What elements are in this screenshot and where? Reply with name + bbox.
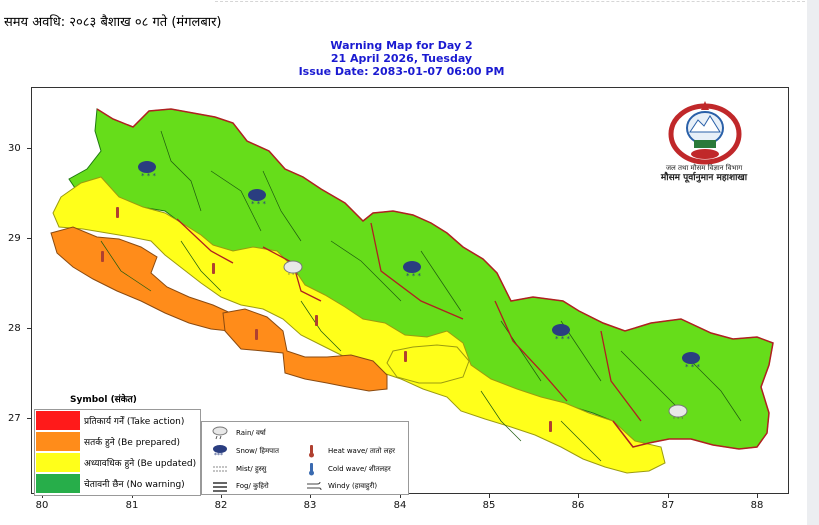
issue-date: Issue Date: 2083-01-07 06:00 PM <box>298 65 505 78</box>
legend-label: प्रतिकार्य गर्नें (Take action) <box>84 417 185 427</box>
mist-label: Mist/ हुस्सु <box>236 465 267 473</box>
legend-be-updated: अध्यावधिक हुने (Be updated) <box>35 452 200 473</box>
cold-wave-icon <box>309 463 314 476</box>
legend-label: अध्यावधिक हुने (Be updated) <box>84 459 197 469</box>
warning-map: * * * * * * * * * * * * * * * ' ' ' ' ' … <box>31 87 789 494</box>
department-line-2: मौसम पूर्वानुमान महाशाखा <box>660 173 748 183</box>
svg-text:* * *: * * * <box>141 172 156 180</box>
snow-icon: *** <box>213 445 227 458</box>
legend-no-warning: चेतावनी छैन (No warning) <box>35 473 200 494</box>
wind-icon <box>307 481 322 491</box>
region-yellow-central-pocket <box>386 344 470 384</box>
y-tick-mark <box>27 148 31 149</box>
x-tick-label: 81 <box>125 500 139 511</box>
x-tick-mark <box>668 494 669 498</box>
svg-text:* * *: * * * <box>251 200 266 208</box>
svg-text:' ' ': ' ' ' <box>288 272 298 280</box>
svg-text:' ' ': ' ' ' <box>673 416 683 424</box>
legend-be-prepared: सतर्क हुने (Be prepared) <box>35 431 200 452</box>
legend-swatch-green <box>36 474 80 493</box>
cold-wave-label: Cold wave/ शीतलहर <box>328 465 391 473</box>
region-be-prepared-lumbini <box>222 308 388 392</box>
x-tick-mark <box>221 494 222 498</box>
snow-icon: * * * <box>248 189 266 208</box>
heat-wave-icon <box>309 445 314 458</box>
district-borders <box>100 130 742 462</box>
top-divider <box>215 1 805 2</box>
x-tick-mark <box>757 494 758 498</box>
x-tick-mark <box>132 494 133 498</box>
y-tick-label: 30 <box>8 143 21 154</box>
svg-text:* * *: * * * <box>406 272 421 280</box>
warning-level-legend: प्रतिकार्य गर्नें (Take action) सतर्क हु… <box>34 409 201 496</box>
x-tick-mark <box>42 494 43 498</box>
x-tick-mark <box>400 494 401 498</box>
snow-icon: * * * <box>552 324 570 343</box>
province-borders <box>176 218 642 422</box>
legend-take-action: प्रतिकार्य गर्नें (Take action) <box>35 410 200 431</box>
svg-text:* * *: * * * <box>555 335 570 343</box>
x-tick-mark <box>310 494 311 498</box>
legend-label: सतर्क हुने (Be prepared) <box>84 438 180 448</box>
legend-swatch-orange <box>36 432 80 451</box>
region-be-updated <box>52 176 666 474</box>
y-tick-mark <box>27 418 31 419</box>
y-tick-mark <box>27 238 31 239</box>
y-tick-mark <box>27 328 31 329</box>
scrollbar-track[interactable] <box>807 0 819 525</box>
x-tick-mark <box>489 494 490 498</box>
fog-icon <box>213 482 227 492</box>
legend-label: चेतावनी छैन (No warning) <box>84 480 185 490</box>
government-emblem <box>664 96 746 166</box>
snow-icon: * * * <box>682 352 700 371</box>
wind-label: Windy (हावाहुरी) <box>328 482 378 490</box>
department-line-1: जल तथा मौसम विज्ञान विभाग <box>665 164 743 172</box>
legend-title: Symbol (संकेत) <box>70 395 137 405</box>
heat-wave-label: Heat wave/ तातो लहर <box>328 447 396 455</box>
snow-icon: * * * <box>138 161 156 180</box>
legend-swatch-yellow <box>36 453 80 472</box>
x-tick-label: 87 <box>661 500 675 511</box>
department-name: जल तथा मौसम विज्ञान विभाग मौसम पूर्वानुम… <box>640 163 768 183</box>
rain-label: Rain/ वर्षा <box>236 429 266 437</box>
x-tick-label: 83 <box>303 500 317 511</box>
heat-wave-icon <box>101 207 552 432</box>
fog-label: Fog/ कुहिरो <box>236 482 269 490</box>
weather-symbol-legend: Rain/ वर्षा *** Snow/ हिमपात Mist/ हुस्स… <box>201 421 409 495</box>
y-tick-label: 29 <box>8 233 21 244</box>
x-tick-label: 85 <box>482 500 496 511</box>
snow-icon: * * * <box>403 261 421 280</box>
y-tick-label: 28 <box>8 323 21 334</box>
snow-label: Snow/ हिमपात <box>236 447 279 455</box>
x-tick-mark <box>578 494 579 498</box>
x-tick-label: 88 <box>750 500 764 511</box>
x-tick-label: 82 <box>214 500 228 511</box>
svg-text:***: *** <box>214 452 223 458</box>
mist-icon <box>213 466 227 472</box>
map-title: Warning Map for Day 2 21 April 2026, Tue… <box>220 39 583 78</box>
title-line-2: 21 April 2026, Tuesday <box>330 52 473 65</box>
x-tick-label: 86 <box>571 500 585 511</box>
rain-icon: ' ' ' <box>668 404 688 424</box>
title-line-1: Warning Map for Day 2 <box>330 39 473 52</box>
country-border <box>96 108 774 450</box>
forecast-period: समय अवधि: २०८३ बैशाख ०८ गते (मंगलबार) <box>4 15 222 30</box>
y-tick-label: 27 <box>8 413 21 424</box>
nepal-map-svg: * * * * * * * * * * * * * * * ' ' ' ' ' … <box>50 108 774 474</box>
svg-text:* * *: * * * <box>685 363 700 371</box>
rain-icon <box>212 426 228 440</box>
legend-swatch-red <box>36 411 80 430</box>
rain-icon: ' ' ' <box>283 260 303 280</box>
x-tick-label: 80 <box>35 500 49 511</box>
x-tick-label: 84 <box>393 500 407 511</box>
